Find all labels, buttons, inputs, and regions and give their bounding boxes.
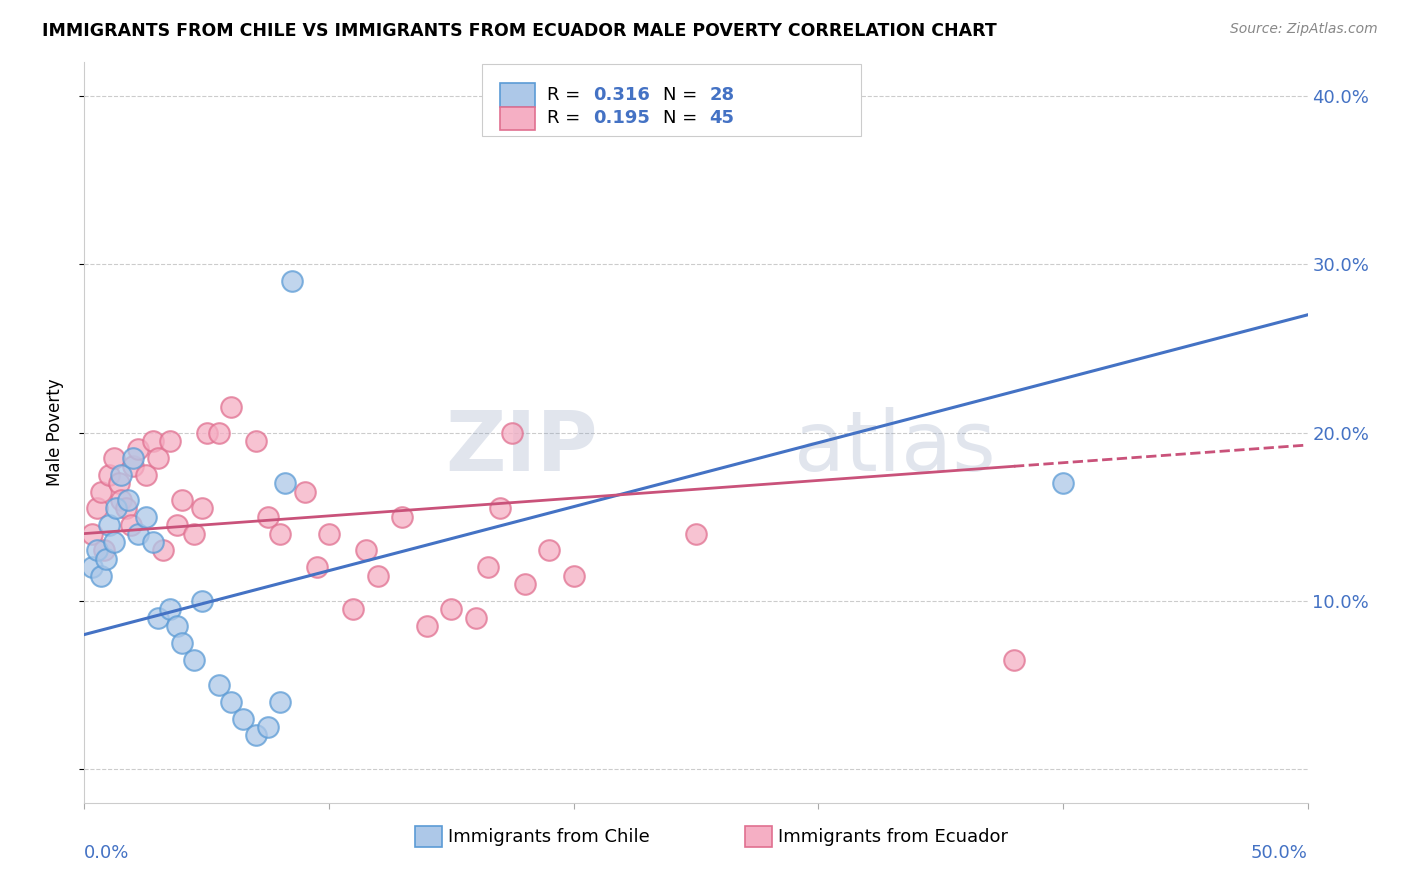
Point [257,720,280,734]
Point [538,543,561,558]
Text: Immigrants from Ecuador: Immigrants from Ecuador [778,828,1008,846]
FancyBboxPatch shape [501,107,534,130]
Point [477,560,499,574]
Point [269,526,291,541]
Point [195,425,218,440]
Text: R =: R = [547,110,581,128]
Point [489,501,512,516]
Point [183,526,205,541]
Point [367,568,389,582]
Point [1002,653,1025,667]
Point [191,501,214,516]
Point [110,492,132,507]
Point [219,695,242,709]
Point [117,492,139,507]
Text: Immigrants from Chile: Immigrants from Chile [447,828,650,846]
Point [90,568,112,582]
Point [90,484,112,499]
Point [183,653,205,667]
Text: Source: ZipAtlas.com: Source: ZipAtlas.com [1230,22,1378,37]
Point [103,535,125,549]
Text: 0.316: 0.316 [593,86,650,104]
Point [305,560,328,574]
Point [146,610,169,624]
Point [172,492,194,507]
Point [685,526,707,541]
Point [107,476,129,491]
Point [257,509,280,524]
Point [127,526,149,541]
Point [172,636,194,650]
Point [93,543,115,558]
Point [120,518,142,533]
Text: 50.0%: 50.0% [1251,844,1308,862]
Y-axis label: Male Poverty: Male Poverty [45,379,63,486]
Point [146,450,169,465]
Point [562,568,585,582]
Point [103,450,125,465]
Point [159,602,181,616]
Text: ZIP: ZIP [446,407,598,488]
Point [1052,476,1074,491]
FancyBboxPatch shape [482,64,860,136]
Point [127,442,149,457]
Point [391,509,413,524]
Point [281,274,304,288]
Point [142,434,165,448]
Point [105,501,128,516]
Point [122,459,145,474]
Point [191,594,214,608]
Point [245,434,267,448]
Text: 0.0%: 0.0% [84,844,129,862]
Point [97,467,120,482]
Point [142,535,165,549]
Point [274,476,297,491]
Point [96,551,118,566]
Text: atlas: atlas [794,407,995,488]
Point [115,501,138,516]
Point [135,467,157,482]
Text: R =: R = [547,86,581,104]
Point [232,712,254,726]
Point [245,729,267,743]
Point [208,425,231,440]
Point [159,434,181,448]
FancyBboxPatch shape [501,83,534,107]
Text: N =: N = [664,110,697,128]
Point [219,401,242,415]
Point [97,518,120,533]
Text: 0.195: 0.195 [593,110,650,128]
Text: 28: 28 [710,86,734,104]
Text: N =: N = [664,86,697,104]
Point [86,501,108,516]
Point [208,678,231,692]
Point [269,695,291,709]
Point [122,450,145,465]
Point [80,560,103,574]
Point [110,467,132,482]
Point [80,526,103,541]
Point [502,425,524,440]
FancyBboxPatch shape [415,827,441,847]
Text: IMMIGRANTS FROM CHILE VS IMMIGRANTS FROM ECUADOR MALE POVERTY CORRELATION CHART: IMMIGRANTS FROM CHILE VS IMMIGRANTS FROM… [42,22,997,40]
Point [342,602,364,616]
Point [416,619,439,633]
Point [464,610,486,624]
Point [135,509,157,524]
Text: 45: 45 [710,110,734,128]
FancyBboxPatch shape [745,827,772,847]
Point [152,543,174,558]
Point [354,543,377,558]
Point [513,577,536,591]
Point [294,484,316,499]
Point [318,526,340,541]
Point [86,543,108,558]
Point [166,518,188,533]
Point [166,619,188,633]
Point [440,602,463,616]
